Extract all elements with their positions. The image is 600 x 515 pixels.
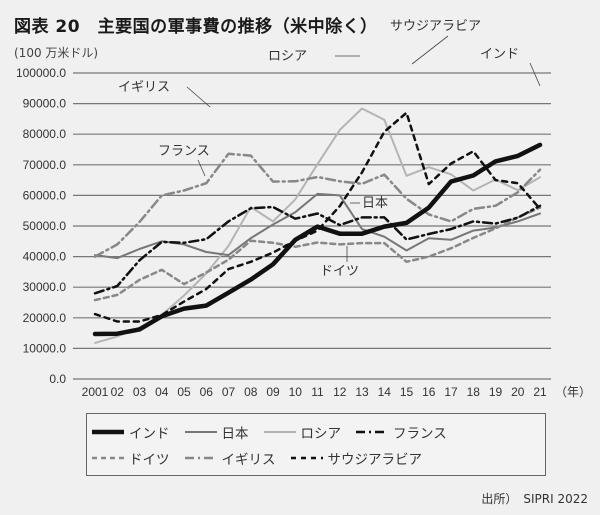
annotation-leader <box>411 35 449 65</box>
x-tick-label: 17 <box>444 385 458 399</box>
series-line <box>93 204 542 295</box>
legend: インド 日本 ロシア フランス ドイツ イギリス サウジアラビア <box>86 413 546 476</box>
x-tick-label: 09 <box>266 385 280 399</box>
chart-title: 図表 20 主要国の軍事費の推移（米中除く） <box>14 17 378 37</box>
y-tick-label: 30000.0 <box>23 280 67 294</box>
legend-label: イギリス <box>221 452 276 468</box>
x-tick-label: 19 <box>489 385 503 399</box>
legend-item: 日本 <box>184 422 249 442</box>
gridlines <box>73 72 551 380</box>
x-axis-ticks: 2001 02 03 04 05 06 07 08 09 10 11 12 13 14 15 16 17 18 19… <box>82 385 591 399</box>
legend-label: 日本 <box>221 426 249 442</box>
y-axis-ticks: 0.0 10000.0 20000.0 30000.0 40000.0 50000.0 60… <box>16 66 66 386</box>
line-chart: 0.0 10000.0 20000.0 30000.0 40000.0 50000.0 60… <box>16 19 591 399</box>
series-annotation: ロシア <box>268 49 307 64</box>
legend-swatch-icon <box>184 431 217 433</box>
y-tick-label: 50000.0 <box>23 219 67 233</box>
legend-swatch-icon <box>92 456 124 460</box>
x-tick-label: 03 <box>133 385 147 399</box>
series-annotation: イギリス <box>118 80 170 95</box>
x-tick-label: 15 <box>400 385 414 399</box>
series-annotation: インド <box>480 47 519 62</box>
y-tick-label: 20000.0 <box>23 311 67 325</box>
legend-label: フランス <box>393 426 447 442</box>
x-tick-label: 11 <box>311 385 324 399</box>
y-tick-label: 80000.0 <box>23 127 67 141</box>
legend-swatch-icon <box>184 456 217 460</box>
legend-swatch-icon <box>290 456 323 460</box>
y-tick-label: 0.0 <box>49 372 66 386</box>
annotation-leader <box>197 159 206 177</box>
annotation-leader <box>529 62 541 87</box>
legend-item: イギリス <box>184 448 276 468</box>
y-tick-label: 40000.0 <box>23 250 67 264</box>
y-axis-unit-label: (100 万米ドル) <box>14 46 99 60</box>
series-line <box>93 152 542 258</box>
x-tick-label: 14 <box>378 385 392 399</box>
x-tick-label: 06 <box>200 385 214 399</box>
series-annotation: 日本 <box>362 196 388 211</box>
x-tick-label: 08 <box>244 385 258 399</box>
x-tick-label: 18 <box>467 385 481 399</box>
x-tick-label: 21 <box>533 385 547 399</box>
legend-item: ドイツ <box>91 448 170 468</box>
y-tick-label: 60000.0 <box>23 188 67 202</box>
legend-swatch-icon <box>263 431 296 433</box>
series-annotation: フランス <box>158 144 210 159</box>
series-annotation: ドイツ <box>320 264 359 279</box>
legend-label: サウジアラビア <box>327 452 423 468</box>
x-tick-label: 12 <box>333 385 347 399</box>
legend-row-1: インド 日本 ロシア フランス <box>91 422 461 442</box>
legend-row-2: ドイツ イギリス サウジアラビア <box>91 448 436 468</box>
x-tick-label: 04 <box>155 385 169 399</box>
x-tick-label: 2001 <box>82 385 109 399</box>
x-tick-label: 07 <box>222 385 236 399</box>
source-note: 出所） SIPRI 2022 <box>481 492 588 506</box>
legend-swatch-icon <box>92 429 124 435</box>
x-tick-label: 02 <box>111 385 125 399</box>
legend-swatch-icon <box>356 430 388 434</box>
series-line <box>92 142 543 337</box>
x-tick-label: 13 <box>355 385 369 399</box>
series-line <box>94 192 541 260</box>
x-tick-label: 10 <box>289 385 303 399</box>
series-line <box>93 206 542 302</box>
x-axis-unit: （年） <box>555 385 591 399</box>
series-annotation: サウジアラビア <box>390 19 481 34</box>
x-tick-label: 16 <box>422 385 436 399</box>
legend-item: インド <box>91 422 170 442</box>
legend-label: ドイツ <box>129 452 170 468</box>
y-tick-label: 70000.0 <box>23 158 67 172</box>
legend-label: インド <box>129 426 170 442</box>
x-tick-label: 20 <box>511 385 525 399</box>
x-tick-label: 05 <box>177 385 191 399</box>
series-line <box>94 107 541 344</box>
legend-item: フランス <box>355 422 447 442</box>
annotation-leader <box>186 86 211 108</box>
y-tick-label: 90000.0 <box>23 97 67 111</box>
y-tick-label: 100000.0 <box>16 66 66 80</box>
legend-item: ロシア <box>263 422 342 442</box>
legend-item: サウジアラビア <box>290 448 423 468</box>
y-tick-label: 10000.0 <box>23 341 67 355</box>
data-series <box>92 107 543 344</box>
legend-label: ロシア <box>300 426 342 442</box>
